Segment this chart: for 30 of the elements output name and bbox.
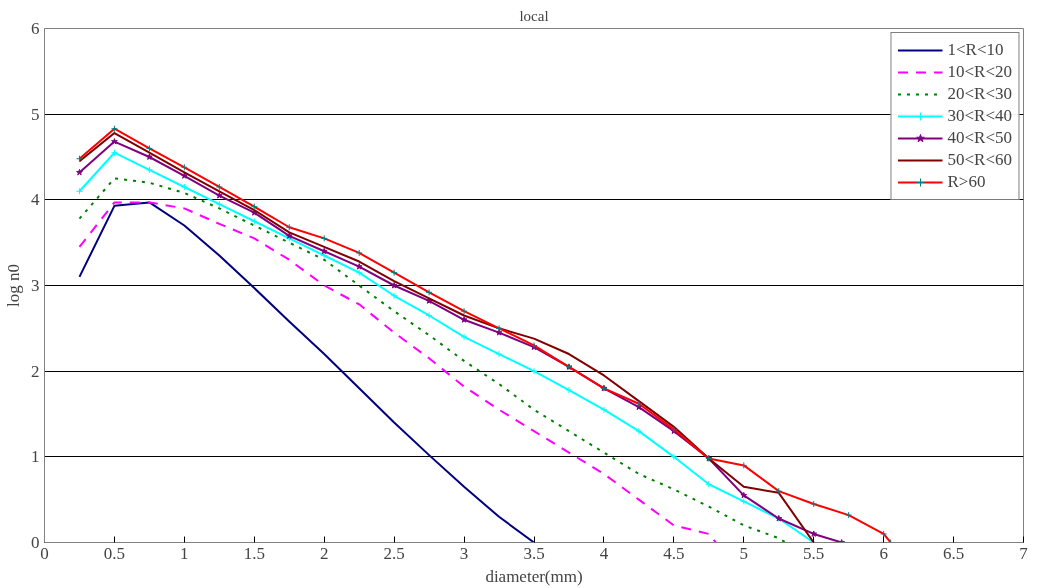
- y-tick-label: 6: [31, 19, 40, 38]
- x-tick-label: 3: [459, 543, 469, 563]
- x-tick-label: 4: [599, 543, 609, 563]
- x-tick-label: 1: [180, 543, 189, 563]
- legend-label: 40<R<50: [947, 127, 1012, 149]
- y-tick-label: 5: [31, 104, 40, 124]
- x-tick-label: 2: [319, 543, 329, 563]
- x-tick-label: 5.5: [803, 543, 825, 563]
- legend-label: 50<R<60: [947, 149, 1012, 171]
- y-tick-label: 4: [31, 190, 40, 210]
- x-axis-title: diameter(mm): [485, 566, 583, 586]
- x-tick-label: 5: [739, 543, 749, 563]
- y-tick-label: 1: [31, 447, 40, 467]
- x-tick-label: 7: [1019, 543, 1029, 563]
- x-tick-label: 6.5: [942, 543, 965, 563]
- chart-title: local: [519, 7, 549, 24]
- legend-label: 1<R<10: [947, 39, 1004, 61]
- legend-label: 20<R<30: [947, 83, 1012, 105]
- x-tick-label: 1.5: [243, 543, 265, 563]
- x-tick-label: 4.5: [663, 543, 685, 563]
- legend-label: 30<R<40: [947, 105, 1012, 127]
- x-tick-label: 0.5: [103, 543, 126, 563]
- legend-label: R>60: [947, 171, 986, 193]
- x-tick-label: 2.5: [383, 543, 405, 563]
- legend-label: 10<R<20: [947, 61, 1012, 83]
- y-axis-title: log n0: [4, 264, 23, 307]
- y-tick-label: 2: [31, 361, 40, 381]
- x-tick-label: 6: [879, 543, 888, 563]
- y-tick-label: 3: [31, 276, 40, 295]
- x-tick-label: 3.5: [523, 543, 545, 563]
